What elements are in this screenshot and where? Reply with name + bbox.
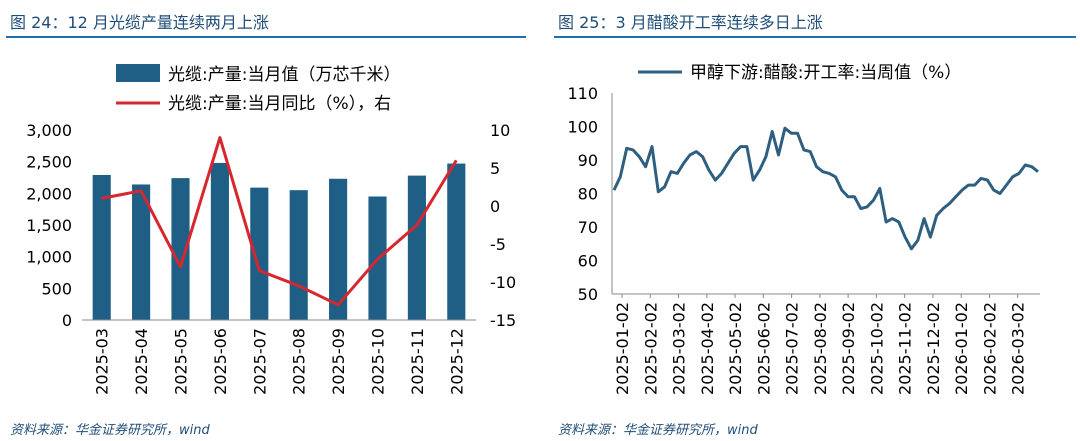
left-x-tick-label: 2025-06 bbox=[211, 328, 230, 395]
left-x-tick-label: 2025-03 bbox=[93, 328, 112, 395]
left-y-tick-label: 0 bbox=[62, 311, 72, 330]
left-y-tick-label: 1,500 bbox=[26, 216, 72, 235]
right-y-tick-label: 110 bbox=[567, 84, 598, 103]
right-y-tick-label: 10 bbox=[490, 121, 510, 140]
output-bar bbox=[92, 174, 111, 320]
output-bar bbox=[407, 175, 426, 320]
right-x-tick-label: 2026-02-02 bbox=[980, 302, 999, 395]
right-x-tick-label: 2025-05-02 bbox=[726, 302, 745, 395]
output-bar bbox=[447, 163, 466, 320]
left-x-tick-label: 2025-11 bbox=[408, 328, 427, 395]
output-bar bbox=[250, 187, 269, 320]
right-x-tick-label: 2025-04-02 bbox=[698, 302, 717, 395]
right-line-chart: 50 60 70 80 90 100 110 2025-01-02 2025-02-02 2025… bbox=[567, 63, 1040, 395]
right-x-tick-label: 2025-10-02 bbox=[867, 302, 886, 395]
utilization-line bbox=[612, 126, 1039, 251]
legend-line-label: 光缆:产量:当月同比（%），右 bbox=[168, 94, 391, 114]
left-chart-title: 图 24：12 月光缆产量连续两月上涨 bbox=[10, 13, 269, 32]
output-bar bbox=[210, 162, 229, 320]
left-x-tick-label: 2025-08 bbox=[290, 328, 309, 395]
right-chart-panel: 图 25：3 月醋酸开工率连续多日上涨 50 60 70 80 90 100 110 2025… bbox=[548, 0, 1080, 441]
right-chart-source: 资料来源：华金证券研究所，wind bbox=[558, 423, 758, 438]
right-y-tick-label: 70 bbox=[578, 218, 598, 237]
right-y-tick-label: 100 bbox=[567, 118, 598, 137]
left-chart-panel: 图 24：12 月光缆产量连续两月上涨 0 500 1,000 1,500 2,000 2… bbox=[0, 0, 530, 441]
left-x-tick-label: 2025-04 bbox=[132, 328, 151, 395]
output-bar bbox=[171, 178, 190, 320]
right-x-tick-label: 2025-08-02 bbox=[811, 302, 830, 395]
left-x-tick-label: 2025-09 bbox=[329, 328, 348, 395]
right-y-tick-label: 50 bbox=[578, 285, 598, 304]
left-y-tick-label: 500 bbox=[41, 279, 72, 298]
legend-bar-swatch bbox=[116, 64, 160, 82]
left-y-tick-label: 3,000 bbox=[26, 121, 72, 140]
right-x-tick-label: 2025-07-02 bbox=[783, 302, 802, 395]
right-y-tick-label: -5 bbox=[490, 235, 506, 254]
right-title-rule bbox=[554, 36, 1076, 38]
left-x-tick-label: 2025-07 bbox=[250, 328, 269, 395]
left-title-rule bbox=[6, 36, 526, 38]
right-y-tick-label: -15 bbox=[490, 311, 516, 330]
legend-bar-label: 光缆:产量:当月值（万芯千米） bbox=[168, 65, 400, 85]
legend-line-label: 甲醇下游:醋酸:开工率:当周值（%） bbox=[690, 63, 961, 83]
right-x-tick-label: 2025-12-02 bbox=[924, 302, 943, 395]
left-y-tick-label: 2,000 bbox=[26, 184, 72, 203]
right-x-tick-label: 2026-01-02 bbox=[952, 302, 971, 395]
right-x-tick-label: 2025-06-02 bbox=[754, 302, 773, 395]
right-y-tick-label: 60 bbox=[578, 252, 598, 271]
right-y-tick-label: 5 bbox=[490, 159, 500, 178]
left-x-tick-label: 2025-10 bbox=[369, 328, 388, 395]
right-y-tick-label: 80 bbox=[578, 185, 598, 204]
left-y-tick-label: 1,000 bbox=[26, 248, 72, 267]
left-bar-line-chart: 0 500 1,000 1,500 2,000 2,500 3,000 -15 -10 -5 0 5 1… bbox=[26, 64, 516, 395]
right-x-tick-label: 2025-02-02 bbox=[641, 302, 660, 395]
right-y-tick-label: 0 bbox=[490, 197, 500, 216]
right-x-tick-label: 2026-03-02 bbox=[1009, 302, 1028, 395]
output-bar bbox=[329, 178, 348, 320]
left-x-tick-label: 2025-05 bbox=[172, 328, 191, 395]
right-x-tick-label: 2025-01-02 bbox=[613, 302, 632, 395]
right-x-tick-label: 2025-03-02 bbox=[670, 302, 689, 395]
output-bar bbox=[289, 190, 308, 320]
right-y-tick-label: 90 bbox=[578, 151, 598, 170]
left-x-tick-label: 2025-12 bbox=[447, 328, 466, 395]
yoy-line bbox=[101, 136, 458, 307]
output-bar bbox=[132, 184, 151, 320]
left-y-tick-label: 2,500 bbox=[26, 153, 72, 172]
right-x-tick-label: 2025-11-02 bbox=[896, 302, 915, 395]
right-chart-title: 图 25：3 月醋酸开工率连续多日上涨 bbox=[558, 13, 823, 32]
right-x-tick-label: 2025-09-02 bbox=[839, 302, 858, 395]
left-chart-source: 资料来源：华金证券研究所，wind bbox=[10, 423, 210, 438]
right-y-tick-label: -10 bbox=[490, 273, 516, 292]
